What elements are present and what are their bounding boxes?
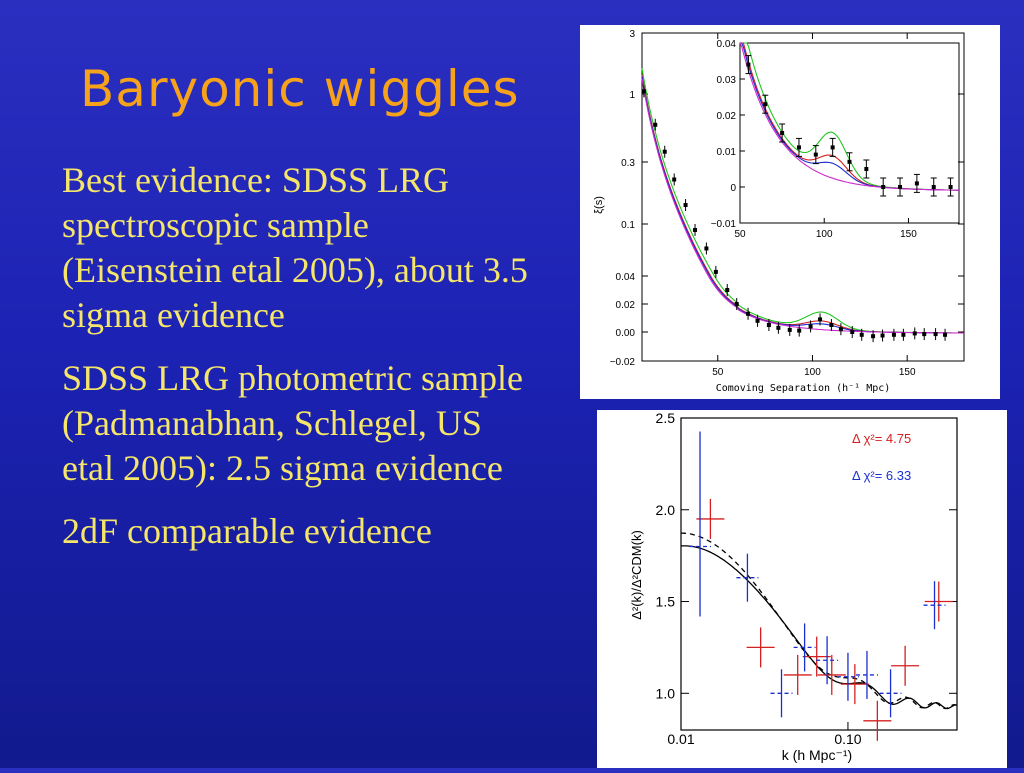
y-tick-label: 0.04 xyxy=(616,272,636,283)
inset-data-point xyxy=(864,167,869,171)
ratio-x-tick-label: 0.10 xyxy=(834,731,861,747)
data-point xyxy=(776,325,781,330)
data-point xyxy=(818,317,823,322)
solid-model-curve xyxy=(680,545,958,710)
inset-data-point xyxy=(881,185,886,189)
inset-y-tick-label: 0.04 xyxy=(717,39,737,50)
x-tick-label: 50 xyxy=(712,367,724,378)
inset-model-curve-3 xyxy=(739,42,959,191)
inset-x-tick-label: 50 xyxy=(734,229,746,240)
inset-data-point xyxy=(847,159,852,164)
data-point xyxy=(672,177,677,182)
data-point xyxy=(653,122,658,127)
data-point xyxy=(933,332,938,337)
blue-chi-annotation: Δ χ²= 6.33 xyxy=(852,468,911,483)
data-point xyxy=(859,332,864,337)
data-point xyxy=(766,323,771,327)
inset-y-tick-label: 0 xyxy=(730,183,736,194)
data-point xyxy=(755,318,760,323)
y-tick-label: −0.02 xyxy=(610,357,636,368)
data-point xyxy=(880,333,885,338)
inset-data-point xyxy=(780,131,785,135)
data-point xyxy=(683,203,688,208)
data-point xyxy=(713,269,718,274)
red-chi-annotation: Δ χ²= 4.75 xyxy=(852,431,911,446)
inset-y-tick-label: 0.02 xyxy=(717,111,737,122)
inset-data-point xyxy=(931,185,936,189)
data-point xyxy=(922,332,927,337)
main-plot-frame xyxy=(641,32,965,362)
inset-data-point xyxy=(813,152,818,157)
inset-data-point xyxy=(746,62,751,67)
data-point xyxy=(829,323,834,327)
correlation-function-panel: ξ(s) Comoving Separation (h⁻¹ Mpc) 3 1 0.3… xyxy=(580,25,1000,399)
ratio-x-tick-label: 0.01 xyxy=(667,731,694,747)
data-point xyxy=(746,311,751,316)
inset-y-tick-label: 0.03 xyxy=(717,75,737,86)
data-point xyxy=(808,324,813,329)
correlation-function-chart: ξ(s) Comoving Separation (h⁻¹ Mpc) 3 1 0.3… xyxy=(593,29,965,394)
data-point xyxy=(693,227,698,232)
ratio-plot-frame xyxy=(680,417,958,731)
data-point xyxy=(734,302,739,306)
ratio-y-tick-label: 1.5 xyxy=(656,594,676,610)
inset-data-point xyxy=(796,145,801,150)
model-curve-3 xyxy=(641,78,965,334)
data-point xyxy=(787,327,792,332)
ratio-y-tick-label: 2.0 xyxy=(656,502,676,518)
power-spectrum-chart: Δ²(k)/Δ²CDM(k) k (h Mpc⁻¹) Δ χ²= 4.75 Δ … xyxy=(629,410,958,763)
data-point xyxy=(797,328,802,333)
data-point xyxy=(901,332,906,337)
power-spectrum-panel: Δ²(k)/Δ²CDM(k) k (h Mpc⁻¹) Δ χ²= 4.75 Δ … xyxy=(597,410,1007,768)
inset-plot-frame xyxy=(739,42,960,224)
data-point xyxy=(641,89,646,94)
ratio-y-tick-label: 2.5 xyxy=(656,410,676,426)
data-point xyxy=(891,332,896,337)
y-tick-label: 1 xyxy=(629,90,635,101)
ratio-y-axis-label: Δ²(k)/Δ²CDM(k) xyxy=(629,530,644,620)
bullet-spectroscopic: Best evidence: SDSS LRG spectroscopic sa… xyxy=(62,160,528,335)
inset-data-point xyxy=(830,145,835,150)
inset-x-tick-label: 150 xyxy=(900,229,917,240)
inset-x-tick-label: 100 xyxy=(816,229,833,240)
ratio-x-axis-label: k (h Mpc⁻¹) xyxy=(782,747,852,763)
inset-y-tick-label: −0.01 xyxy=(711,219,737,230)
data-point xyxy=(871,334,876,339)
inset-data-point xyxy=(914,181,919,186)
inset-data-point xyxy=(948,185,953,189)
inset-y-tick-label: 0.01 xyxy=(717,147,737,158)
y-tick-label: 3 xyxy=(629,29,635,40)
main-x-axis-label: Comoving Separation (h⁻¹ Mpc) xyxy=(716,383,891,394)
x-tick-label: 150 xyxy=(899,367,916,378)
y-tick-label: 0.1 xyxy=(621,220,635,231)
main-y-axis-label: ξ(s) xyxy=(593,196,605,214)
data-point xyxy=(850,330,855,334)
inset-data-point xyxy=(763,102,768,107)
bullet-2df: 2dF comparable evidence xyxy=(62,511,432,551)
x-tick-label: 100 xyxy=(804,367,821,378)
data-point xyxy=(912,331,917,336)
slide-title: Baryonic wiggles xyxy=(80,60,520,118)
data-point xyxy=(943,332,948,337)
bullet-list: Best evidence: SDSS LRG spectroscopic sa… xyxy=(62,158,532,572)
data-point xyxy=(725,288,730,292)
data-point xyxy=(662,149,667,154)
ratio-y-tick-label: 1.0 xyxy=(656,685,676,701)
data-point xyxy=(838,327,843,332)
y-tick-label: 0.3 xyxy=(621,158,635,169)
bullet-photometric: SDSS LRG photometric sample (Padmanabhan… xyxy=(62,358,523,488)
data-point xyxy=(704,246,709,251)
y-tick-label: 0.00 xyxy=(616,328,636,339)
y-tick-label: 0.02 xyxy=(616,300,636,311)
inset-data-point xyxy=(898,185,903,189)
